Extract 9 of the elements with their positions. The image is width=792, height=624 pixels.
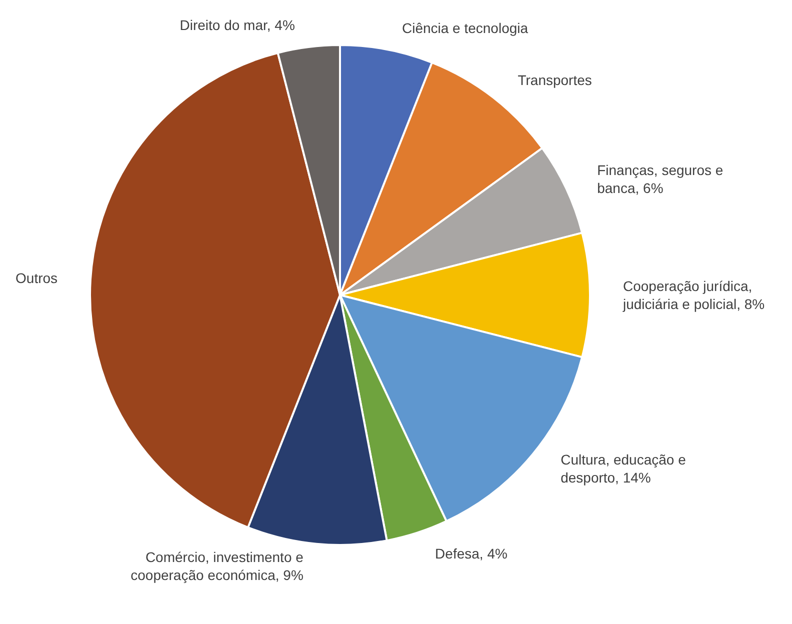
slice-label: Outros xyxy=(16,270,58,286)
slice-label: Direito do mar, 4% xyxy=(180,17,295,34)
slice-label: Comércio, investimento e cooperação económica, 9% xyxy=(130,548,304,583)
slice-label: Ciência e tecnologia xyxy=(402,20,528,36)
slice-label: Finanças, seguros e banca, 6% xyxy=(597,162,724,196)
slice-label: Defesa, 4% xyxy=(435,546,508,562)
slice-label: Transportes xyxy=(518,72,592,88)
slice-label: Cooperação jurídica, judiciária e policial, 8% xyxy=(622,278,765,312)
slice-label: Cultura, educação e desporto, 14% xyxy=(560,451,686,486)
